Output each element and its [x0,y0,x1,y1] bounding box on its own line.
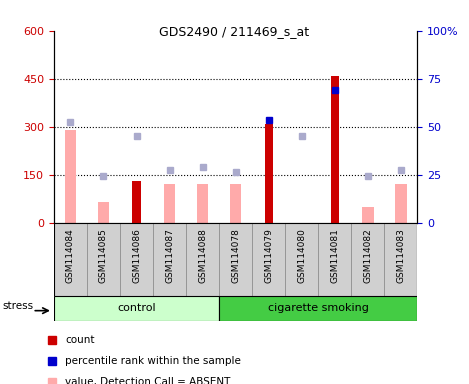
Bar [120,223,153,296]
Bar [285,223,318,296]
Text: percentile rank within the sample: percentile rank within the sample [65,356,241,366]
Text: GSM114088: GSM114088 [198,228,207,283]
Bar [230,184,242,223]
Text: GSM114078: GSM114078 [231,228,240,283]
Text: GSM114085: GSM114085 [99,228,108,283]
Bar [362,207,374,223]
Bar [331,76,339,223]
Bar [153,223,186,296]
Bar [54,296,219,321]
Bar [351,223,385,296]
Bar [186,223,219,296]
Text: value, Detection Call = ABSENT: value, Detection Call = ABSENT [65,377,230,384]
Text: count: count [65,335,95,345]
Bar [395,184,407,223]
Text: GSM114080: GSM114080 [297,228,306,283]
Bar [98,202,109,223]
Bar [252,223,285,296]
Text: GSM114086: GSM114086 [132,228,141,283]
Text: cigarette smoking: cigarette smoking [268,303,369,313]
Text: GSM114084: GSM114084 [66,228,75,283]
Text: stress: stress [3,301,34,311]
Bar [318,223,351,296]
Bar [219,223,252,296]
Text: GDS2490 / 211469_s_at: GDS2490 / 211469_s_at [159,25,310,38]
Bar [265,124,273,223]
Bar [164,184,175,223]
Text: GSM114079: GSM114079 [264,228,273,283]
Bar [54,223,87,296]
Text: control: control [117,303,156,313]
Bar [65,130,76,223]
Bar [197,184,208,223]
Bar [132,181,141,223]
Text: GSM114082: GSM114082 [363,228,372,283]
Text: GSM114081: GSM114081 [330,228,339,283]
Bar [219,296,417,321]
Text: GSM114083: GSM114083 [396,228,405,283]
Text: GSM114087: GSM114087 [165,228,174,283]
Bar [87,223,120,296]
Bar [385,223,417,296]
